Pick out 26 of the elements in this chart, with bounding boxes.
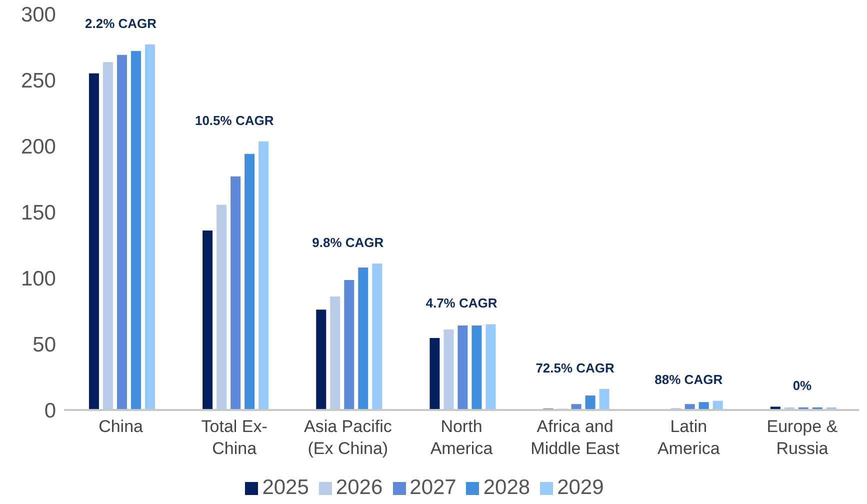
x-tick-label: Total Ex-China bbox=[201, 417, 268, 458]
y-tick-label: 200 bbox=[20, 135, 56, 158]
annotation: 4.7% CAGR bbox=[426, 296, 498, 311]
y-tick-label: 100 bbox=[20, 267, 56, 290]
annotation: 10.5% CAGR bbox=[194, 112, 274, 128]
x-tick-label: Africa and Middle East bbox=[530, 417, 620, 458]
legend-label: 2029 bbox=[557, 476, 604, 499]
y-tick-label: 300 bbox=[20, 3, 56, 26]
annotation: 9.8% CAGR bbox=[312, 234, 384, 250]
x-tick-label: Latin America bbox=[657, 417, 720, 458]
y-tick-label: 250 bbox=[20, 69, 56, 92]
annotation: 0% bbox=[792, 378, 812, 394]
x-tick-label: China bbox=[98, 417, 144, 436]
legend-label: 2026 bbox=[336, 476, 383, 499]
y-tick-label: 50 bbox=[32, 333, 56, 356]
annotation: 72.5% CAGR bbox=[536, 360, 616, 376]
legend-label: 2028 bbox=[483, 476, 530, 499]
y-tick-label: 150 bbox=[20, 201, 56, 224]
x-tick-label: Europe & Russia bbox=[766, 417, 838, 458]
annotation: 2.2% CAGR bbox=[85, 16, 158, 31]
annotation: 88% CAGR bbox=[654, 372, 724, 388]
legend-label: 2025 bbox=[262, 476, 309, 499]
legend-label: 2027 bbox=[410, 476, 456, 499]
y-tick-label: 0 bbox=[44, 399, 56, 422]
x-tick-label: Asia Pacific (Ex China) bbox=[304, 417, 392, 458]
x-tick-label: North America bbox=[430, 417, 494, 458]
